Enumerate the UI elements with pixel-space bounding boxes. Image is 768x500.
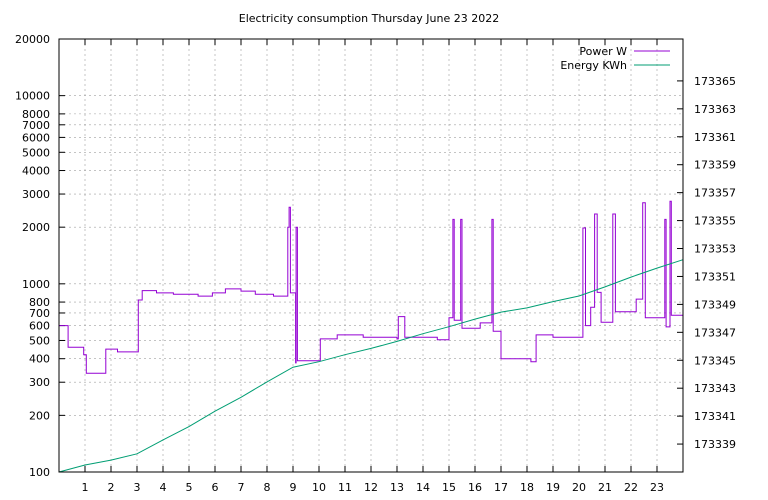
y-right-tick-label: 173365 [694, 75, 736, 88]
y-right-tick-label: 173343 [694, 382, 736, 395]
y-right-tick-label: 173353 [694, 243, 736, 256]
x-tick-label: 18 [520, 481, 534, 494]
x-tick-label: 10 [312, 481, 326, 494]
y-right-tick-label: 173345 [694, 354, 736, 367]
x-tick-label: 5 [186, 481, 193, 494]
y-left-tick-label: 20000 [15, 33, 50, 46]
series-lines [58, 200, 684, 473]
axis-ticks: 1 2 3 4 5 6 7 8 9 10 11 12 13 14 15 16 17 18 19 20 21 22 23100… [15, 33, 736, 494]
series-line-power-w [59, 200, 683, 374]
x-tick-label: 4 [160, 481, 167, 494]
y-right-tick-label: 173349 [694, 298, 736, 311]
y-right-tick-label: 173357 [694, 187, 736, 200]
y-left-tick-label: 700 [29, 307, 50, 320]
y-left-tick-label: 8000 [22, 108, 50, 121]
y-right-tick-label: 173339 [694, 438, 736, 451]
y-left-tick-label: 7000 [22, 119, 50, 132]
x-tick-label: 9 [290, 481, 297, 494]
x-tick-label: 23 [650, 481, 664, 494]
legend-label: Energy KWh [560, 59, 627, 72]
x-tick-label: 1 [82, 481, 89, 494]
y-left-tick-label: 800 [29, 296, 50, 309]
x-tick-label: 14 [416, 481, 430, 494]
y-left-tick-label: 2000 [22, 221, 50, 234]
y-left-tick-label: 400 [29, 353, 50, 366]
x-tick-label: 19 [546, 481, 560, 494]
y-left-tick-label: 300 [29, 376, 50, 389]
grid [59, 38, 683, 473]
plot-frame [58, 38, 684, 473]
y-left-tick-label: 200 [29, 409, 50, 422]
y-left-tick-label: 500 [29, 334, 50, 347]
y-right-tick-label: 173351 [694, 270, 736, 283]
x-tick-label: 8 [264, 481, 271, 494]
y-left-tick-label: 4000 [22, 165, 50, 178]
y-right-tick-label: 173361 [694, 131, 736, 144]
y-left-tick-label: 6000 [22, 131, 50, 144]
y-left-tick-label: 3000 [22, 188, 50, 201]
x-tick-label: 12 [364, 481, 378, 494]
chart-title: Electricity consumption Thursday June 23… [239, 12, 499, 25]
x-tick-label: 6 [212, 481, 219, 494]
x-tick-label: 21 [598, 481, 612, 494]
legend-label: Power W [579, 45, 627, 58]
x-tick-label: 17 [494, 481, 508, 494]
y-right-tick-label: 173359 [694, 159, 736, 172]
y-left-tick-label: 1000 [22, 278, 50, 291]
x-tick-label: 3 [134, 481, 141, 494]
y-right-tick-label: 173355 [694, 215, 736, 228]
y-left-tick-label: 100 [29, 466, 50, 479]
y-left-tick-label: 600 [29, 320, 50, 333]
series-line-energy-kwh [58, 259, 684, 473]
y-right-tick-label: 173363 [694, 103, 736, 116]
y-left-tick-label: 10000 [15, 90, 50, 103]
x-tick-label: 16 [468, 481, 482, 494]
y-right-tick-label: 173341 [694, 410, 736, 423]
y-right-tick-label: 173347 [694, 326, 736, 339]
x-tick-label: 7 [238, 481, 245, 494]
x-tick-label: 20 [572, 481, 586, 494]
x-tick-label: 15 [442, 481, 456, 494]
x-tick-label: 11 [338, 481, 352, 494]
x-tick-label: 22 [624, 481, 638, 494]
x-tick-label: 2 [108, 481, 115, 494]
x-tick-label: 13 [390, 481, 404, 494]
y-left-tick-label: 5000 [22, 146, 50, 159]
